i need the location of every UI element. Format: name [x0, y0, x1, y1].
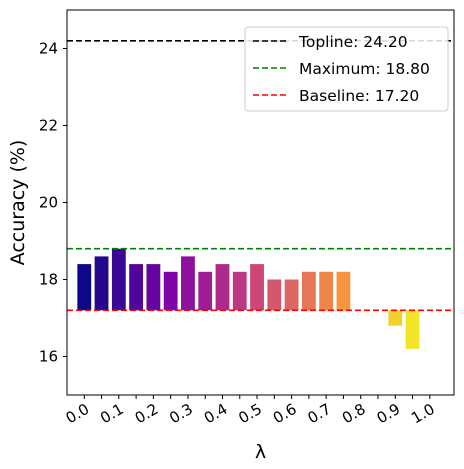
legend-box [244, 26, 449, 112]
legend: Topline: 24.20 Maximum: 18.80 Baseline: 17… [244, 26, 449, 112]
bar [267, 279, 282, 311]
x-axis: 0.0 0.1 0.2 0.3 0.4 0.5 0.6 0.7 0.8 0.9 1.0 [63, 395, 438, 427]
bar [111, 248, 126, 311]
bar [215, 264, 230, 311]
legend-label: Topline: 24.20 [298, 33, 408, 51]
legend-label: Maximum: 18.80 [299, 60, 430, 78]
x-tick-label: 0.1 [97, 400, 127, 428]
bars-group [77, 248, 420, 349]
x-tick-label: 0.4 [201, 400, 231, 428]
x-tick-label: 0.5 [235, 400, 265, 428]
bar [198, 271, 213, 311]
bar [129, 264, 144, 311]
x-axis-label: λ [255, 441, 266, 463]
y-axis: 16 18 20 22 24 [39, 40, 67, 366]
y-tick-label: 24 [39, 40, 58, 58]
bar [301, 271, 316, 311]
y-tick-label: 16 [39, 348, 58, 366]
y-tick-label: 22 [39, 117, 58, 135]
x-tick-label: 0.2 [132, 400, 162, 428]
x-tick-label: 0.8 [339, 400, 369, 428]
x-tick-label: 0.0 [63, 400, 93, 428]
x-tick-label: 0.7 [304, 400, 334, 428]
bar [405, 310, 420, 349]
bar [77, 264, 92, 311]
bar [181, 256, 195, 311]
bar [146, 264, 161, 311]
bar [232, 271, 247, 311]
bar [319, 271, 334, 311]
y-axis-label: Accuracy (%) [7, 140, 29, 266]
bar [250, 264, 264, 311]
x-tick-label: 0.6 [270, 400, 300, 428]
y-tick-label: 18 [39, 271, 58, 289]
bar [94, 256, 109, 311]
bar [284, 279, 299, 311]
x-tick-label: 0.9 [374, 400, 404, 428]
bar [388, 310, 403, 326]
y-tick-label: 20 [39, 194, 58, 212]
legend-label: Baseline: 17.20 [299, 87, 419, 105]
bar [336, 271, 351, 311]
x-tick-label: 1.0 [408, 400, 438, 428]
x-tick-label: 0.3 [166, 400, 196, 428]
bar [163, 271, 178, 311]
